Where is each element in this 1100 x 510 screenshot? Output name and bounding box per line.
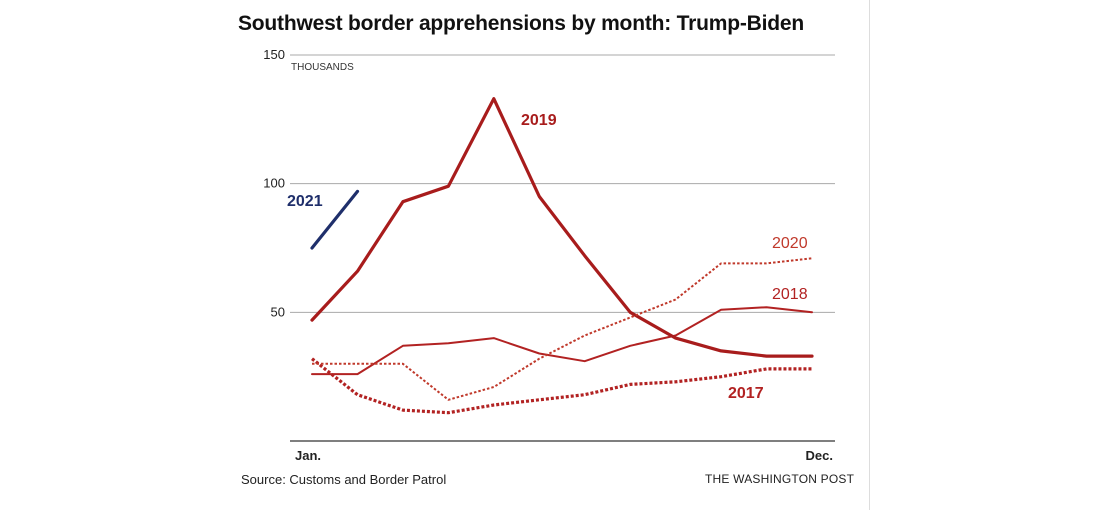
series-label-2019: 2019 — [521, 112, 557, 129]
series-line-2020 — [312, 257, 813, 401]
series-label-2017: 2017 — [728, 385, 764, 402]
publisher-credit: THE WASHINGTON POST — [705, 472, 855, 486]
series-label-2018: 2018 — [772, 286, 808, 303]
right-divider — [869, 0, 870, 510]
axes: 50 100 150 THOUSANDS Jan. Dec. — [263, 47, 835, 463]
series-line-2019 — [310, 97, 814, 358]
chart-title-emphasis: Trump-Biden — [676, 12, 804, 35]
series-line-2018 — [311, 306, 813, 376]
y-tick-label-150: 150 — [263, 47, 285, 62]
source-note: Source: Customs and Border Patrol — [241, 472, 447, 487]
y-tick-label-50: 50 — [271, 304, 285, 319]
chart-title: Southwest border apprehensions by month:… — [238, 12, 804, 36]
series-label-2021: 2021 — [287, 193, 323, 210]
series-line-2021 — [310, 189, 360, 250]
chart-title-main: Southwest border apprehensions by month: — [238, 12, 677, 35]
series-lines — [310, 97, 814, 415]
x-tick-label-jan: Jan. — [295, 448, 321, 463]
grid-lines — [290, 54, 835, 313]
x-tick-label-dec: Dec. — [806, 448, 833, 463]
y-axis-units: THOUSANDS — [291, 62, 354, 73]
series-labels: 2017 2018 2019 2020 2021 — [287, 112, 808, 402]
y-tick-label-100: 100 — [263, 176, 285, 191]
series-label-2020: 2020 — [772, 235, 808, 252]
series-line-2017 — [311, 357, 812, 415]
